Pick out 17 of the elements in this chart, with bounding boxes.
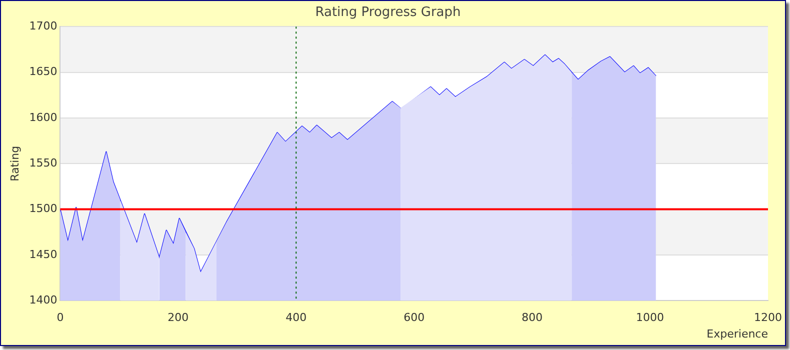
x-tick-label: 400 [286,311,307,324]
y-tick-label: 1650 [29,65,58,78]
x-tick-label: 1200 [754,311,782,324]
x-tick-label: 800 [522,311,543,324]
chart-title: Rating Progress Graph [315,5,461,20]
x-tick-label: 1000 [636,311,664,324]
y-tick-label: 1600 [29,110,58,124]
y-tick-label: 1700 [29,19,58,32]
y-tick-label: 1450 [29,248,58,261]
y-axis-title: Rating [8,146,22,182]
x-axis-title: Experience [706,327,768,340]
y-tick-label: 1400 [29,293,58,306]
y-tick-label: 1500 [29,202,58,216]
y-tick-label: 1550 [29,156,58,170]
x-tick-label: 600 [404,311,425,324]
x-tick-label: 200 [168,311,189,324]
x-tick-label: 0 [56,311,64,324]
